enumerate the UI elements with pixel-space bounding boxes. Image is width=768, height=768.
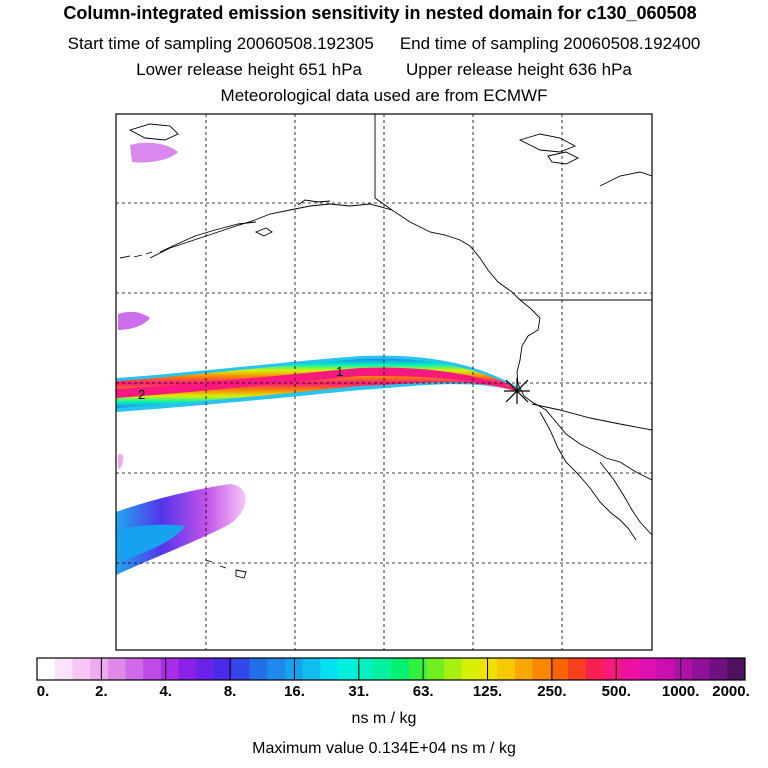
colorbar-swatch: [160, 658, 180, 680]
arctic-islands-4: [599, 171, 652, 187]
x-marker-icon: [504, 378, 530, 404]
w-patch-small: [118, 454, 124, 470]
hawaii-islands: [205, 559, 247, 579]
yukon-border: [374, 114, 393, 211]
colorbar-tick-label: 4.: [159, 683, 172, 700]
peninsula-coast: [159, 221, 257, 253]
colorbar-tick-label: 2000.: [712, 683, 750, 700]
lower-release-label: Lower release height 651 hPa: [136, 60, 362, 79]
map-frame: [115, 113, 653, 651]
colorbar-swatch: [337, 658, 357, 680]
colorbar-swatch: [125, 658, 144, 680]
colorbar-swatch: [691, 658, 711, 680]
colorbar-swatch: [249, 658, 268, 680]
end-time-label: End time of sampling 20060508.192400: [399, 34, 701, 53]
colorbar-swatch: [444, 658, 463, 680]
track-label-1: 1: [336, 364, 343, 379]
coast-inlet: [297, 199, 331, 206]
colorbar-swatch: [514, 658, 534, 680]
colorbar-swatch: [461, 658, 480, 680]
west-coast: [516, 299, 652, 481]
islands-gulf-alaska: [254, 227, 273, 237]
colorbar-tick-label: 125.: [472, 683, 503, 700]
colorbar-swatch: [585, 658, 604, 680]
w-patch: [118, 311, 150, 330]
arctic-islands-3: [547, 151, 580, 165]
colorbar-swatch: [143, 658, 162, 680]
colorbar-swatch: [373, 658, 392, 680]
colorbar-swatch: [196, 658, 215, 680]
map-content: 1 2: [116, 114, 652, 650]
colorbar-swatch: [37, 658, 56, 680]
colorbar-swatch: [550, 658, 569, 680]
colorbar-tick-label: 250.: [537, 683, 567, 700]
colorbar-tick-label: 31.: [348, 683, 370, 700]
colorbar-swatch: [603, 658, 622, 680]
arctic-islands-1: [128, 123, 179, 141]
plume-peak: [116, 367, 516, 398]
colorbar-swatch: [391, 658, 410, 680]
colorbar-swatch: [267, 658, 286, 680]
colorbar-swatch: [532, 658, 551, 680]
colorbar-swatch: [54, 658, 73, 680]
gulf-coast: [599, 461, 652, 536]
upper-release-label: Upper release height 636 hPa: [406, 60, 632, 79]
colorbar-swatch: [302, 658, 321, 680]
sampling-time-line: Start time of sampling 20060508.192305 En…: [0, 34, 768, 54]
coastlines: [119, 114, 652, 579]
colorbar-swatch: [178, 658, 197, 680]
colorbar-tick-label: 2.: [95, 683, 108, 700]
emission-sensitivity-field: [116, 142, 520, 575]
met-data-line: Meteorological data used are from ECMWF: [220, 86, 548, 105]
colorbar-swatch: [231, 658, 250, 680]
colorbar-swatch: [568, 658, 587, 680]
colorbar-tick-label: 8.: [223, 683, 237, 700]
plot-title: Column-integrated emission sensitivity i…: [63, 3, 697, 23]
colorbar-swatch: [656, 658, 675, 680]
colorbar: [37, 658, 746, 680]
colorbar-swatch: [727, 658, 746, 680]
arctic-islands-2: [518, 133, 577, 153]
colorbar-swatch: [426, 658, 445, 680]
colorbar-tick-label: 0.: [36, 683, 50, 700]
colorbar-swatch: [621, 658, 640, 680]
colorbar-tick-label: 16.: [284, 683, 305, 700]
colorbar-units: ns m / kg: [351, 710, 417, 727]
start-time-label: Start time of sampling 20060508.192305: [67, 34, 374, 53]
graticule: [116, 114, 652, 650]
colorbar-tick-marks: [36, 658, 746, 680]
aleutian-chain: [119, 251, 153, 259]
colorbar-tick-label: 63.: [412, 683, 434, 700]
colorbar-tick-label: 500.: [601, 683, 631, 700]
mexico-border: [531, 403, 652, 431]
colorbar-swatch: [214, 658, 233, 680]
colorbar-swatch: [284, 658, 303, 680]
colorbar-swatch: [72, 658, 91, 680]
colorbar-swatch: [320, 658, 339, 680]
track-label-2: 2: [138, 387, 145, 402]
colorbar-swatch: [408, 658, 427, 680]
colorbar-swatch: [674, 658, 693, 680]
colorbar-swatch: [107, 658, 126, 680]
colorbar-swatch: [497, 658, 516, 680]
colorbar-swatch: [479, 658, 498, 680]
max-value-label: Maximum value 0.134E+04 ns m / kg: [252, 740, 516, 757]
colorbar-swatch: [355, 658, 374, 680]
baja-coast: [539, 411, 637, 541]
release-height-line: Lower release height 651 hPa Upper releas…: [0, 60, 768, 80]
colorbar-swatch: [638, 658, 657, 680]
nw-patch: [130, 142, 178, 163]
colorbar-tick-label: 1000.: [661, 683, 700, 700]
sw-patch-core: [116, 524, 185, 562]
colorbar-swatch: [90, 658, 109, 680]
colorbar-swatch: [709, 658, 728, 680]
alaska-coast: [149, 203, 521, 301]
